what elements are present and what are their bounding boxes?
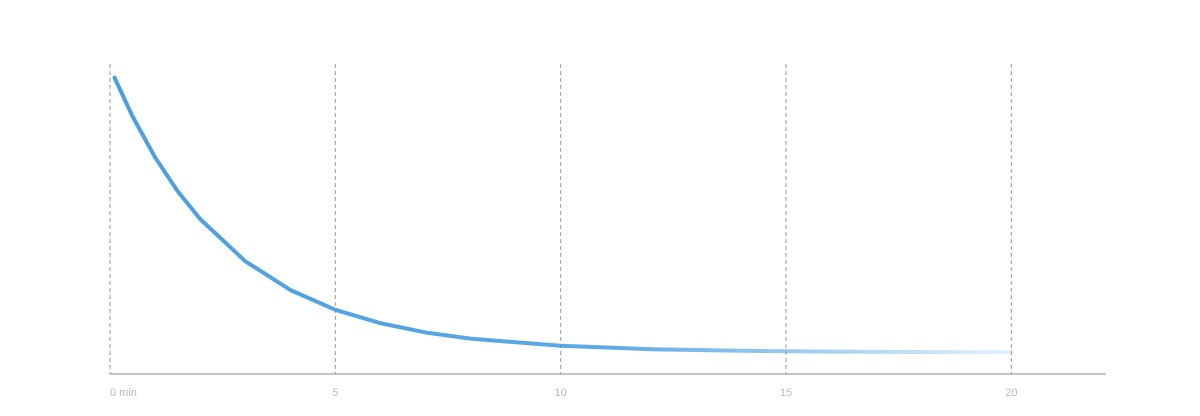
x-tick-label: 10 <box>555 387 567 399</box>
x-tick-label: 0 min <box>110 387 137 399</box>
line-series <box>112 75 1014 355</box>
x-tick-label: 5 <box>332 387 338 399</box>
x-tick-label: 20 <box>1005 387 1017 399</box>
x-tick-label: 15 <box>780 387 792 399</box>
